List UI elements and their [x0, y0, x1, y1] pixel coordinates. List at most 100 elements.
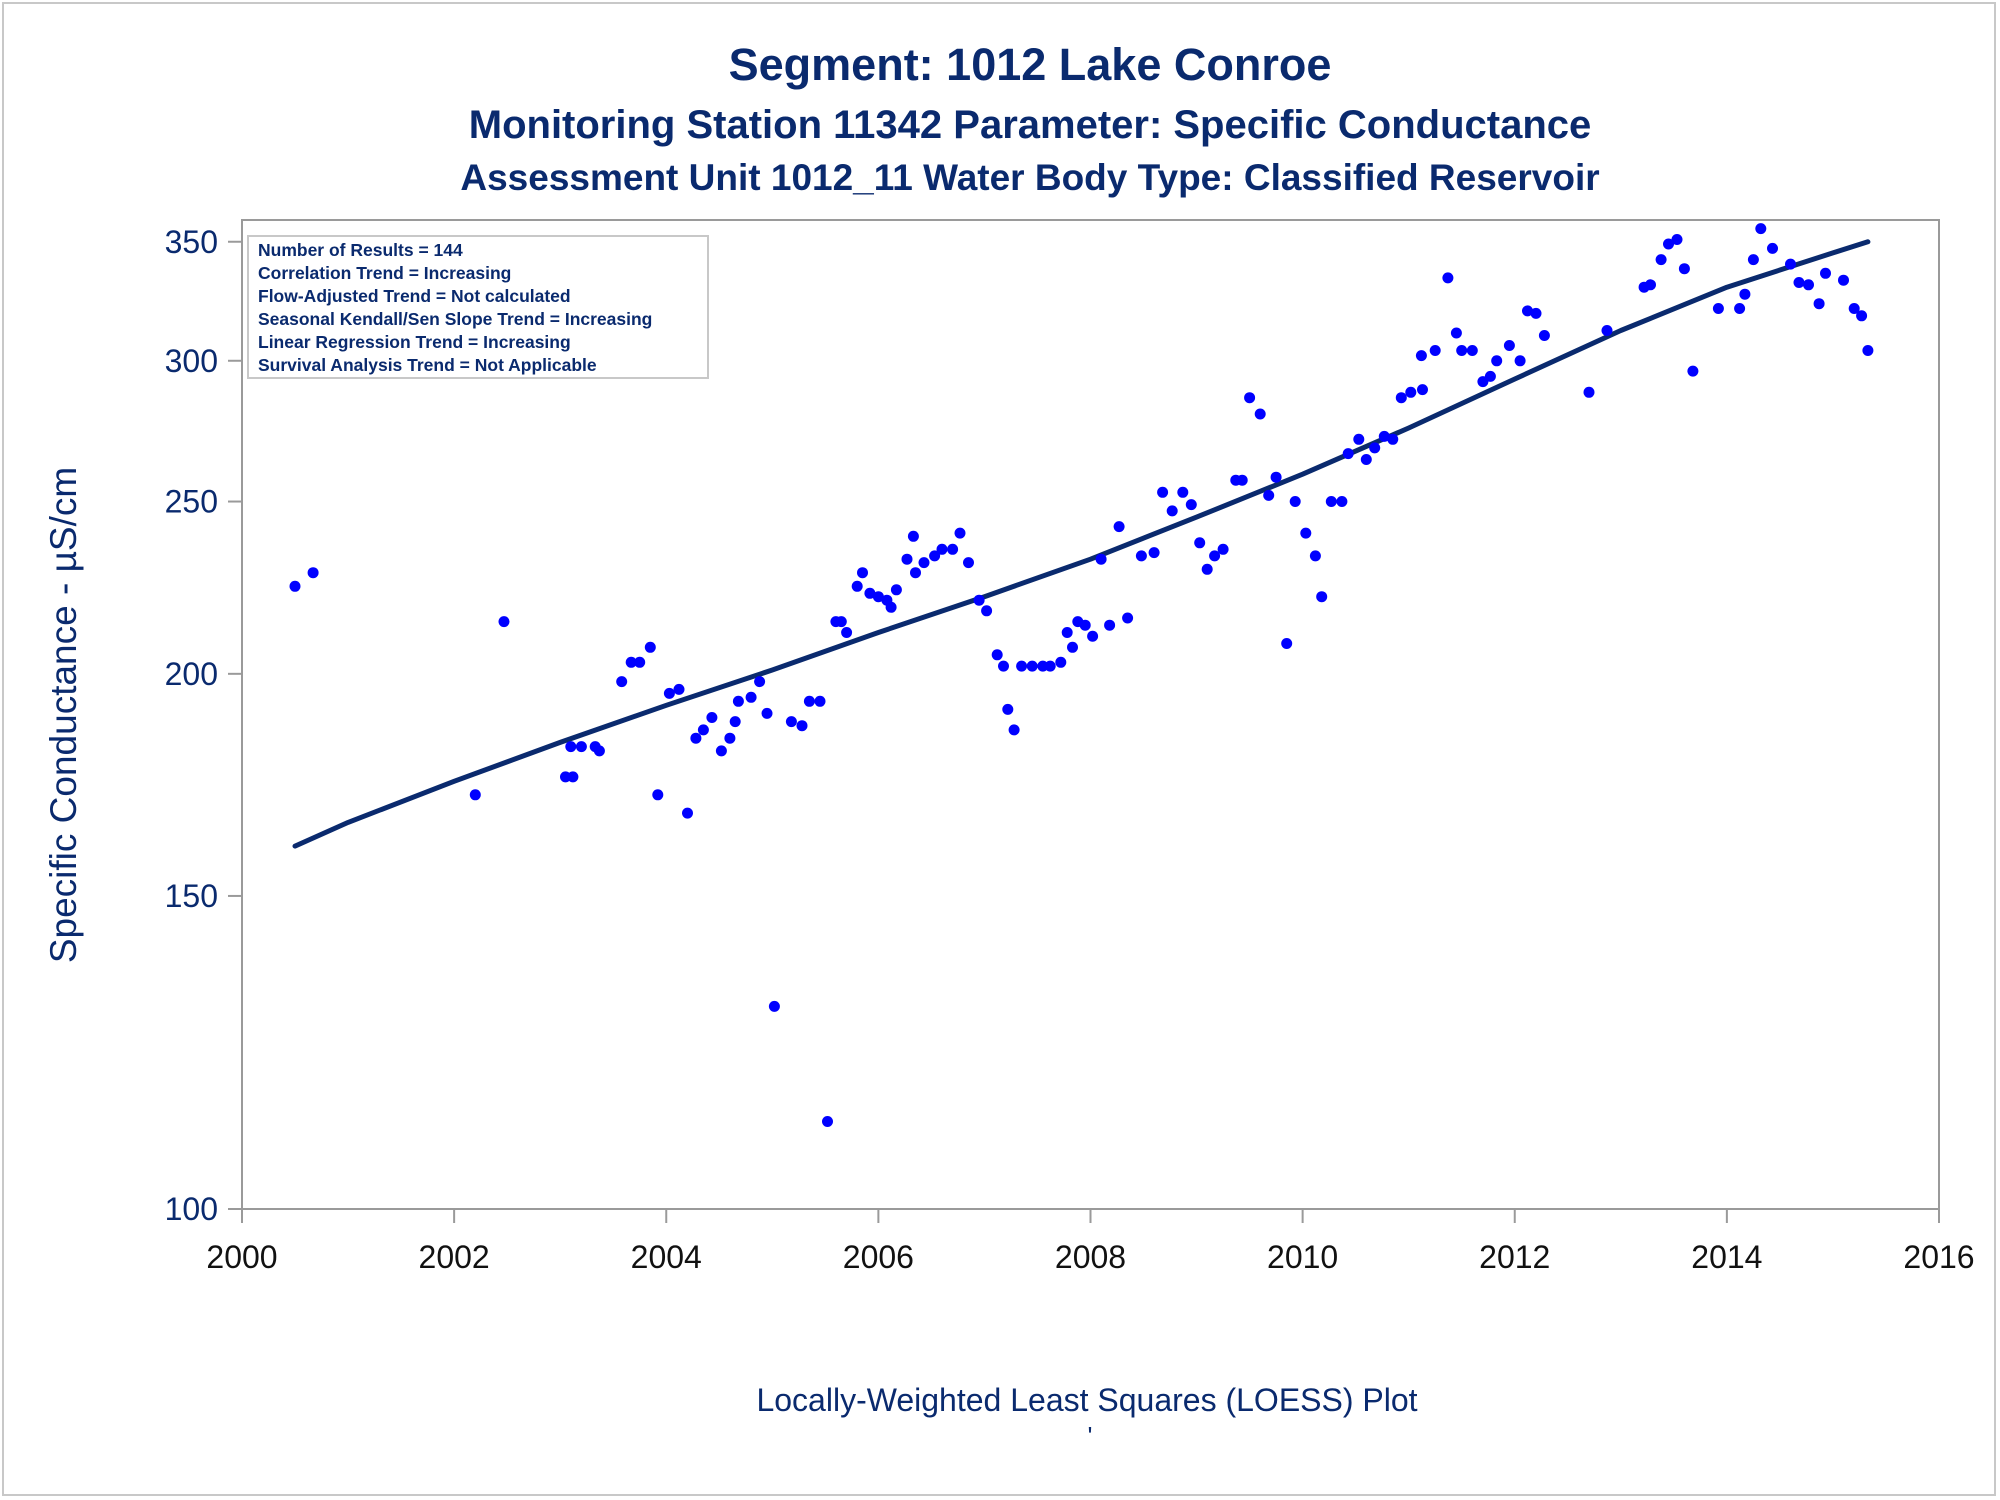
data-point — [1104, 619, 1116, 631]
x-tick-label: 2008 — [1055, 1239, 1126, 1275]
data-point — [1387, 433, 1399, 445]
data-point — [575, 741, 587, 753]
x-tick-label: 2000 — [206, 1239, 277, 1275]
data-point — [1044, 660, 1056, 672]
data-point — [1484, 370, 1496, 382]
data-point — [1055, 656, 1067, 668]
info-line-seasonal-kendall: Seasonal Kendall/Sen Slope Trend = Incre… — [258, 309, 652, 329]
y-tick-label: 100 — [165, 1191, 218, 1227]
data-point — [761, 707, 773, 719]
data-point — [907, 530, 919, 542]
data-point — [1148, 547, 1160, 559]
x-tick-label: 2016 — [1903, 1239, 1974, 1275]
trend-info-frame — [247, 235, 709, 379]
data-point — [1813, 298, 1825, 310]
data-point — [1342, 448, 1354, 460]
data-point — [1862, 345, 1874, 356]
data-point — [1429, 345, 1441, 356]
data-point — [644, 641, 656, 653]
chart-title: Segment: 1012 Lake Conroe — [729, 39, 1332, 90]
data-point — [1209, 550, 1221, 562]
data-point — [1687, 365, 1699, 377]
chart-subtitle-1: Monitoring Station 11342 Parameter: Spec… — [469, 103, 1592, 147]
data-point — [1395, 392, 1407, 404]
data-point — [814, 695, 826, 707]
data-point — [729, 716, 741, 728]
x-tick-label: 2006 — [843, 1239, 914, 1275]
y-tick-label: 350 — [165, 224, 218, 260]
x-tick-label: 2004 — [631, 1239, 702, 1275]
data-point — [1405, 386, 1417, 398]
data-point — [1157, 486, 1169, 498]
data-point — [1530, 307, 1542, 319]
data-point — [1378, 430, 1390, 442]
data-point — [1360, 454, 1372, 465]
data-point — [1767, 242, 1778, 254]
data-point — [1336, 496, 1348, 507]
data-point — [706, 712, 718, 723]
data-point — [1353, 433, 1365, 445]
data-point — [1793, 277, 1805, 288]
data-point — [851, 580, 863, 592]
data-point — [1095, 553, 1107, 565]
data-point — [1185, 499, 1197, 511]
y-tick-label: 300 — [165, 343, 218, 379]
data-point — [1289, 496, 1301, 507]
data-point — [289, 580, 301, 592]
data-point — [981, 605, 993, 617]
data-point — [1417, 384, 1428, 396]
data-point — [673, 683, 685, 695]
data-point — [745, 691, 757, 703]
data-point — [1856, 310, 1868, 322]
y-tick-label: 150 — [165, 878, 218, 914]
data-point — [910, 567, 921, 579]
info-line-linear-regression: Linear Regression Trend = Increasing — [258, 332, 571, 352]
loess-fit-line — [292, 239, 1871, 849]
data-point — [1655, 254, 1667, 266]
data-point — [901, 553, 913, 565]
data-point — [682, 807, 693, 819]
data-point — [796, 720, 808, 732]
data-point — [663, 687, 675, 699]
data-point — [1671, 234, 1683, 245]
data-point — [732, 695, 744, 707]
data-point — [1755, 223, 1767, 235]
data-point — [1236, 474, 1248, 486]
data-point — [1803, 279, 1814, 291]
data-point — [835, 616, 847, 628]
data-point — [1254, 408, 1266, 420]
footnote: ' — [1088, 1421, 1093, 1451]
data-point — [1663, 238, 1674, 250]
data-point — [616, 676, 628, 688]
data-point — [1522, 305, 1533, 317]
data-point — [1538, 330, 1550, 341]
data-point — [885, 601, 897, 613]
data-point — [567, 771, 579, 783]
data-point — [963, 557, 974, 569]
data-point — [1739, 288, 1751, 300]
info-line-survival: Survival Analysis Trend = Not Applicable — [258, 355, 597, 375]
data-point — [1079, 619, 1091, 631]
data-point — [954, 527, 966, 539]
data-point — [857, 567, 868, 579]
data-point — [1309, 550, 1321, 562]
data-point — [1838, 274, 1849, 286]
data-point — [1503, 340, 1515, 351]
data-point — [565, 741, 577, 753]
data-point — [947, 543, 959, 555]
data-point — [841, 627, 853, 638]
data-point — [697, 724, 709, 736]
data-point — [768, 1000, 780, 1012]
data-point — [973, 594, 985, 606]
data-point — [625, 656, 637, 668]
data-point — [1177, 486, 1189, 498]
data-point — [498, 616, 510, 628]
y-axis: 100 150 200 250 300 350 — [165, 224, 242, 1227]
data-point — [1008, 724, 1020, 736]
data-point — [1113, 521, 1125, 533]
x-axis-label: Locally-Weighted Least Squares (LOESS) P… — [756, 1382, 1417, 1418]
data-point — [1583, 386, 1595, 398]
data-point — [1415, 350, 1427, 362]
x-tick-label: 2012 — [1479, 1239, 1550, 1275]
